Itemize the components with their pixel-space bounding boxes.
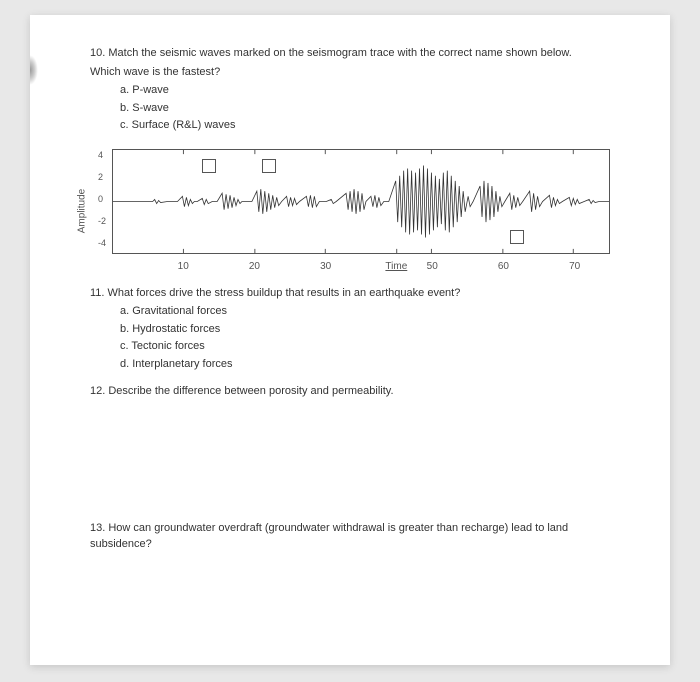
- xtick-4: 50: [427, 261, 438, 272]
- seismogram-plot: [112, 149, 610, 254]
- binding-shadow: [30, 55, 38, 85]
- q12-text: Describe the difference between porosity…: [108, 385, 393, 397]
- xtick-2: 30: [320, 261, 331, 272]
- q10-option-c: c. Surface (R&L) waves: [120, 117, 620, 134]
- xtick-6: 70: [569, 261, 580, 272]
- question-13: 13. How can groundwater overdraft (groun…: [90, 520, 620, 553]
- q11-number: 11.: [90, 287, 104, 299]
- ytick-m2: -2: [98, 216, 106, 226]
- q11-option-b: b. Hydrostatic forces: [120, 321, 620, 338]
- q11-option-a: a. Gravitational forces: [120, 303, 620, 320]
- wave-marker-box-2: [262, 159, 276, 173]
- q10-prompt: 10. Match the seismic waves marked on th…: [90, 45, 620, 62]
- wave-marker-box-3: [510, 230, 524, 244]
- question-12: 12. Describe the difference between poro…: [90, 383, 620, 400]
- y-axis-label: Amplitude: [77, 189, 88, 233]
- ytick-4: 4: [98, 150, 103, 160]
- x-axis: 10 20 30 Time 50 60 70: [112, 259, 610, 279]
- q10-number: 10.: [90, 47, 105, 59]
- ytick-m4: -4: [98, 238, 106, 248]
- xtick-5: 60: [498, 261, 509, 272]
- ytick-0: 0: [98, 194, 103, 204]
- q11-option-c: c. Tectonic forces: [120, 338, 620, 355]
- q10-subprompt: Which wave is the fastest?: [90, 64, 620, 81]
- q12-number: 12.: [90, 385, 105, 397]
- answer-space-q12: [90, 400, 620, 520]
- q13-text: How can groundwater overdraft (groundwat…: [90, 522, 568, 551]
- xtick-1: 20: [249, 261, 260, 272]
- gap: [90, 373, 620, 383]
- q11-text: What forces drive the stress buildup tha…: [108, 287, 461, 299]
- q10-option-b: b. S-wave: [120, 100, 620, 117]
- q10-text: Match the seismic waves marked on the se…: [108, 47, 571, 59]
- q11-prompt: 11. What forces drive the stress buildup…: [90, 285, 620, 302]
- xtick-time-label: Time: [385, 261, 407, 272]
- q13-number: 13.: [90, 522, 105, 534]
- seismogram-figure: Amplitude 4 2 0 -2 -4 10 20 30 Time 50: [90, 144, 610, 279]
- q11-option-d: d. Interplanetary forces: [120, 356, 620, 373]
- seismic-trace-path: [113, 165, 609, 237]
- q10-option-a: a. P-wave: [120, 82, 620, 99]
- ytick-2: 2: [98, 172, 103, 182]
- seismic-trace-svg: [113, 150, 609, 253]
- question-10: 10. Match the seismic waves marked on th…: [90, 45, 620, 134]
- question-11: 11. What forces drive the stress buildup…: [90, 285, 620, 373]
- worksheet-page: 10. Match the seismic waves marked on th…: [30, 15, 670, 665]
- wave-marker-box-1: [202, 159, 216, 173]
- xtick-0: 10: [178, 261, 189, 272]
